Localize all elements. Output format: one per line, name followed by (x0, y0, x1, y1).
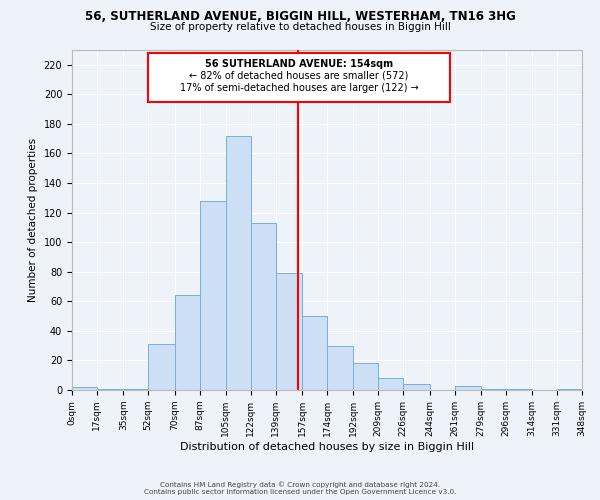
Text: 56, SUTHERLAND AVENUE, BIGGIN HILL, WESTERHAM, TN16 3HG: 56, SUTHERLAND AVENUE, BIGGIN HILL, WEST… (85, 10, 515, 23)
Bar (175, 296, 199, 390)
Bar (251, 223, 276, 390)
Text: ← 82% of detached houses are smaller (572): ← 82% of detached houses are smaller (57… (190, 70, 409, 81)
Y-axis label: Number of detached properties: Number of detached properties (28, 138, 38, 302)
Text: Contains HM Land Registry data © Crown copyright and database right 2024.: Contains HM Land Registry data © Crown c… (160, 481, 440, 488)
Bar (327, 346, 353, 390)
Bar (302, 316, 327, 390)
Bar (72, 387, 97, 390)
Bar (557, 388, 582, 390)
Bar (97, 388, 123, 390)
Bar (403, 384, 430, 390)
Bar (276, 273, 302, 390)
X-axis label: Distribution of detached houses by size in Biggin Hill: Distribution of detached houses by size … (180, 442, 474, 452)
Bar (378, 378, 403, 390)
Text: 56 SUTHERLAND AVENUE: 154sqm: 56 SUTHERLAND AVENUE: 154sqm (205, 59, 393, 69)
Bar (226, 136, 251, 390)
Bar (148, 344, 175, 390)
Text: Contains public sector information licensed under the Open Government Licence v3: Contains public sector information licen… (144, 489, 456, 495)
Bar (455, 386, 481, 390)
Bar (481, 388, 506, 390)
Bar (506, 388, 532, 390)
FancyBboxPatch shape (148, 53, 450, 102)
Bar (123, 388, 148, 390)
Bar (353, 364, 378, 390)
Text: Size of property relative to detached houses in Biggin Hill: Size of property relative to detached ho… (149, 22, 451, 32)
Text: 17% of semi-detached houses are larger (122) →: 17% of semi-detached houses are larger (… (180, 82, 419, 92)
Bar (199, 201, 226, 390)
